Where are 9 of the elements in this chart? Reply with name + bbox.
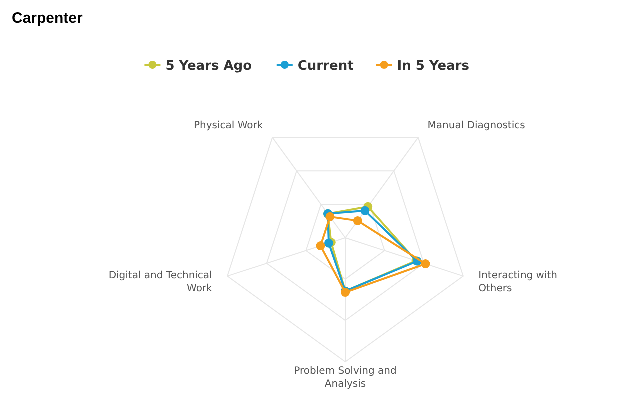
spoke-label: Problem Solving and Analysis (294, 366, 397, 390)
spoke-label: Digital and Technical Work (108, 270, 213, 294)
spoke-label: Physical Work (194, 120, 264, 132)
legend-label: In 5 Years (397, 59, 470, 74)
spoke-label: Manual Diagnostics (428, 120, 526, 132)
legend-label: Current (298, 59, 354, 74)
spoke-label: Interacting with Others (478, 270, 558, 294)
legend-label: 5 Years Ago (166, 59, 252, 74)
chart-title: Carpenter (12, 10, 84, 27)
